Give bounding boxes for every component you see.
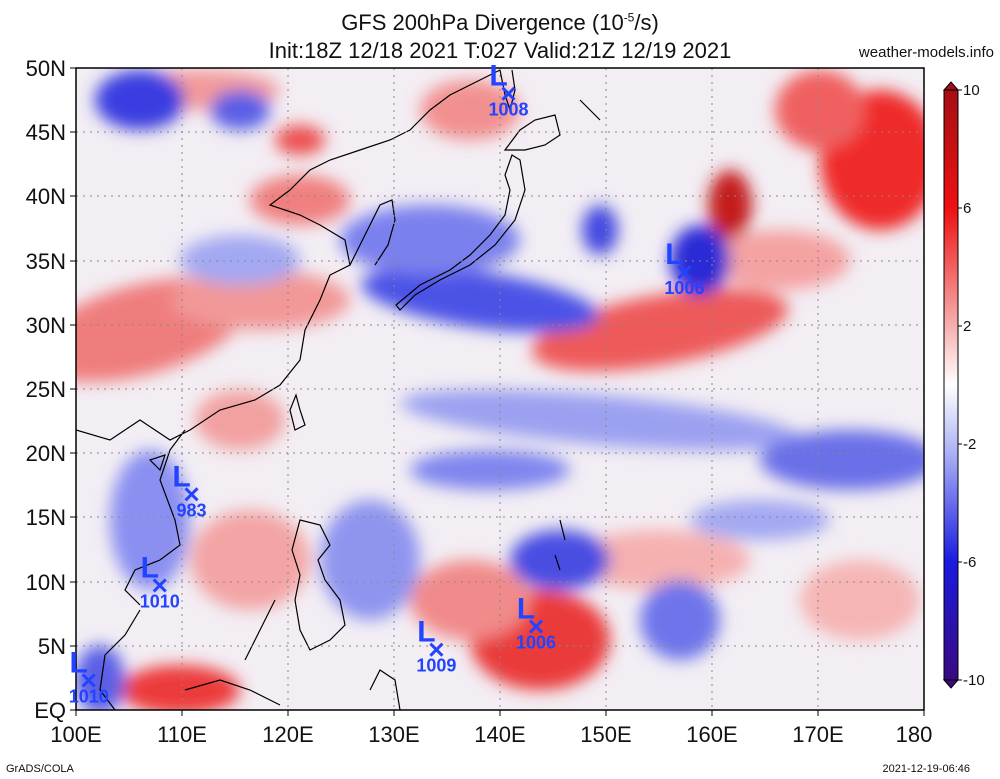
lat-label: 35N [26,249,66,274]
low-pressure-value: 1008 [488,100,528,120]
low-pressure-value: 1006 [516,633,556,653]
colorbar-label: -10 [963,672,985,689]
low-letter: L [172,460,190,493]
lat-label: EQ [34,698,66,723]
colorbar-label: -6 [963,554,976,571]
low-letter: L [517,593,535,626]
low-pressure-center: L 1006 [664,238,704,298]
lon-label: 170E [792,722,843,747]
brand-label: weather-models.info [858,44,994,61]
grid-lines [76,68,924,710]
low-letter: L [417,616,435,649]
low-letter: L [70,646,88,679]
lon-label: 150E [580,722,631,747]
lat-label: 45N [26,120,66,145]
lon-label: 130E [368,722,419,747]
low-pressure-center: L 1010 [140,551,180,611]
low-pressure-value: 1010 [69,686,109,706]
axis-ticks [70,67,925,716]
lon-label: 110E [157,722,207,747]
lat-label: 5N [38,634,66,659]
low-letter: L [489,60,507,93]
low-center-x [677,265,692,280]
low-center-x [429,642,444,657]
lat-label: 20N [26,441,66,466]
low-pressure-value: 983 [177,500,207,520]
low-pressure-center: L 983 [172,460,206,520]
lat-label: 10N [26,570,66,595]
lat-label: 25N [26,377,66,402]
lon-label: 140E [474,722,525,747]
low-pressure-value: 1010 [140,591,180,611]
chart-title: GFS 200hPa Divergence (10-5/s) [341,10,659,35]
lon-label: 100E [50,722,101,747]
footer-left: GrADS/COLA [6,763,74,775]
low-pressure-center: L 1010 [69,646,109,706]
lat-label: 30N [26,313,66,338]
low-pressure-center: L 1006 [516,593,556,653]
colorbar-label: 10 [963,82,980,99]
low-pressure-value: 1009 [416,656,456,676]
low-center-x [152,578,167,593]
lon-label: 160E [686,722,737,747]
low-pressure-markers: L 1008 L 1006 L 983 L 1010 L 1006 L 1009 L 1010 [69,60,705,707]
lon-label: 180 [896,722,933,747]
lat-label: 40N [26,184,66,209]
low-pressure-center: L 1009 [416,616,456,676]
footer-right: 2021-12-19-06:46 [882,763,970,775]
longitude-labels: 100E 110E 120E 130E 140E 150E 160E 170E … [50,722,932,747]
lat-label: 15N [26,505,66,530]
low-pressure-center: L 1008 [488,60,528,120]
lat-label: 50N [26,56,66,81]
colorbar-label: 2 [963,318,971,335]
lon-label: 120E [262,722,313,747]
colorbar-label: 6 [963,200,971,217]
colorbar-label: -2 [963,436,976,453]
low-pressure-value: 1006 [664,278,704,298]
colorbar: 10 6 2 -2 -6 -10 [942,81,985,689]
low-center-x [184,487,199,502]
divergence-field [76,68,924,710]
low-center-x [528,619,544,634]
latitude-labels: 50N 45N 40N 35N 30N 25N 20N 15N 10N 5N E… [26,56,66,723]
low-letter: L [665,238,683,271]
chart-subtitle: Init:18Z 12/18 2021 T:027 Valid:21Z 12/1… [268,38,732,63]
low-center-x [501,86,516,101]
low-center-x [81,673,96,688]
low-letter: L [141,551,159,584]
coastlines [76,69,601,710]
